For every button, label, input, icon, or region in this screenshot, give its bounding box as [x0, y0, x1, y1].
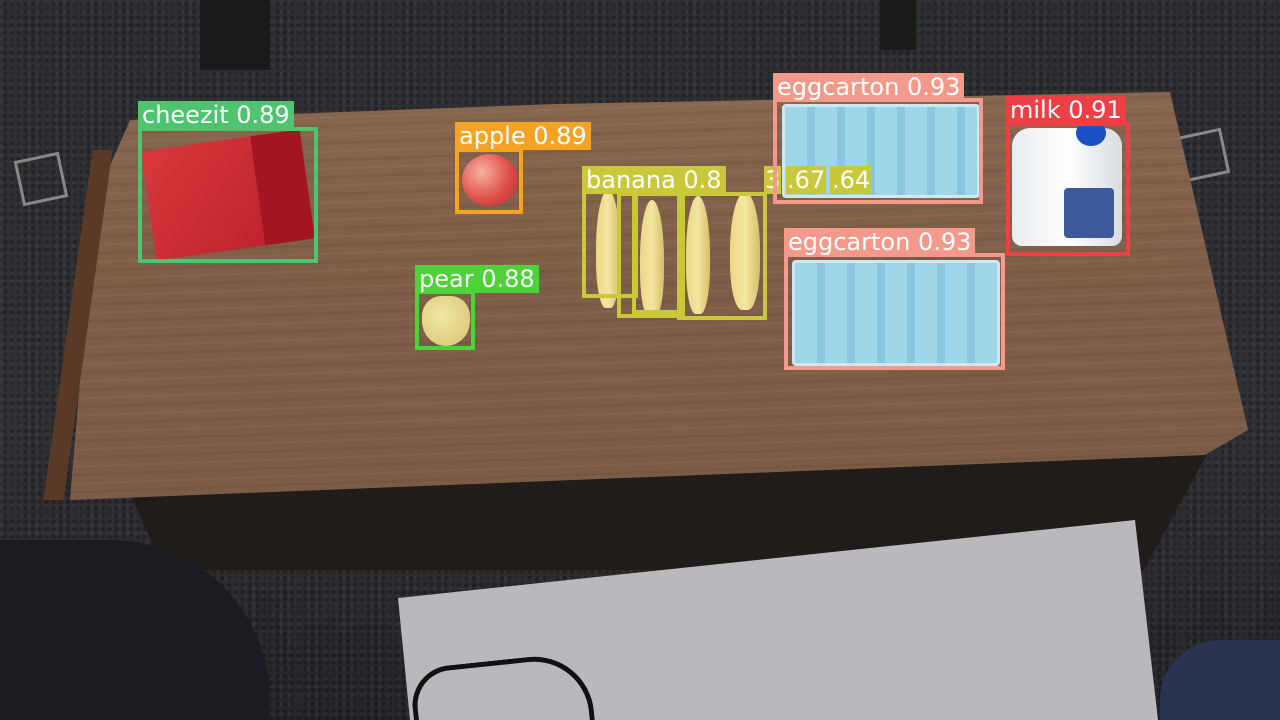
apple-label: apple 0.89 — [455, 122, 591, 150]
cheezit-label: cheezit 0.89 — [138, 101, 294, 129]
eggcarton-label: eggcarton 0.93 — [773, 73, 965, 101]
banana — [640, 200, 664, 318]
banana-label: .64 — [830, 166, 873, 194]
banana-box — [677, 192, 767, 320]
apple — [462, 154, 518, 206]
banana-box — [632, 192, 684, 314]
cheezit-box-outline — [138, 127, 318, 263]
milk-label: milk 0.91 — [1006, 96, 1126, 124]
eggcarton-box — [773, 98, 983, 204]
banana-label: banana 0.8 — [582, 166, 726, 194]
eggcarton-box — [784, 253, 1005, 370]
banana — [730, 192, 760, 310]
milk-box — [1006, 122, 1130, 256]
milk-jug — [1012, 120, 1122, 246]
pear-box — [415, 290, 475, 350]
banana-label: .67 — [786, 166, 827, 194]
chair-leg — [200, 0, 270, 70]
egg-carton — [792, 260, 1000, 366]
banana — [686, 196, 710, 314]
eggcarton-label: eggcarton 0.93 — [784, 228, 976, 256]
floor-marker — [13, 151, 69, 207]
chair-leg — [880, 0, 916, 50]
pear — [422, 296, 470, 346]
apple-box — [455, 148, 523, 214]
banana — [596, 190, 620, 308]
pear-label: pear 0.88 — [415, 265, 539, 293]
